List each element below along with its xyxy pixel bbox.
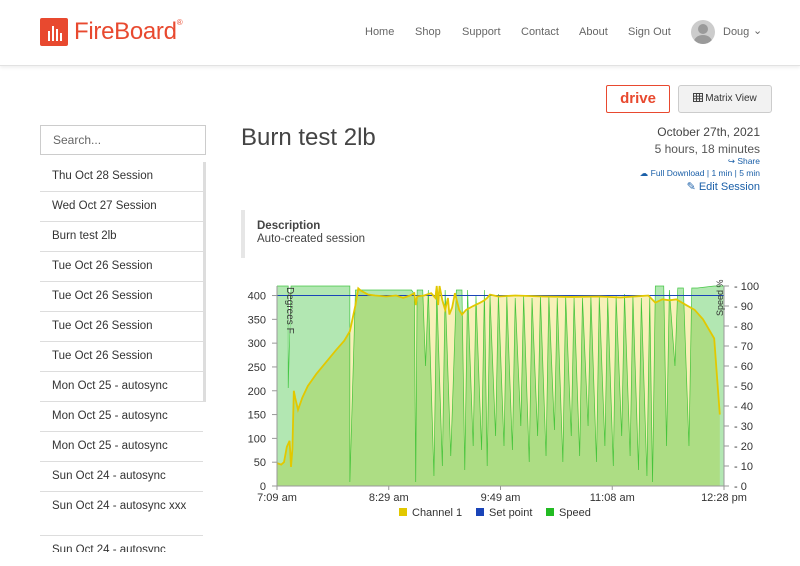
session-list-scrollbar[interactable] xyxy=(203,162,206,402)
session-list-item[interactable]: Mon Oct 25 - autosync xyxy=(40,432,203,462)
grid-icon xyxy=(693,93,704,102)
nav-home[interactable]: Home xyxy=(365,26,395,38)
session-list-item[interactable]: Wed Oct 27 Session xyxy=(40,192,203,222)
full-download-link[interactable]: Full Download xyxy=(650,168,705,178)
session-duration: 5 hours, 18 minutes xyxy=(654,142,760,156)
drive-button[interactable]: drive xyxy=(606,85,670,113)
y2-tick-label: - 40 xyxy=(734,401,753,413)
share-label: Share xyxy=(737,156,760,166)
y-tick-label: 150 xyxy=(248,410,266,422)
matrix-view-button[interactable]: Matrix View xyxy=(678,85,772,113)
y-tick-label: 100 xyxy=(248,433,266,445)
description-text: Auto-created session xyxy=(257,233,366,245)
download-5min-link[interactable]: 5 min xyxy=(739,168,760,178)
edit-session-label: Edit Session xyxy=(698,181,760,193)
nav-contact[interactable]: Contact xyxy=(521,26,559,38)
session-list-item[interactable]: Burn test 2lb xyxy=(40,222,203,252)
y2-tick-label: - 50 xyxy=(734,381,753,393)
user-menu[interactable]: Doug xyxy=(723,26,750,38)
legend-swatch xyxy=(546,508,554,516)
y2-tick-label: - 70 xyxy=(734,341,753,353)
legend-label: Speed xyxy=(559,507,591,519)
page-title: Burn test 2lb xyxy=(241,124,376,151)
session-list-item[interactable]: Sun Oct 24 - autosync xyxy=(40,536,203,552)
fireboard-logo[interactable]: FireBoard® xyxy=(40,18,183,46)
y-tick-label: 400 xyxy=(248,291,266,303)
x-tick-label: 8:29 am xyxy=(369,492,409,504)
y2-tick-label: - 20 xyxy=(734,441,753,453)
y2-tick-label: - 10 xyxy=(734,461,753,473)
share-link[interactable]: ↪ Share xyxy=(728,156,760,167)
speed-line xyxy=(277,285,724,483)
description-box: Description Auto-created session xyxy=(241,210,441,258)
session-list-item[interactable]: Thu Oct 28 Session xyxy=(40,162,203,192)
session-list-item[interactable]: Tue Oct 26 Session xyxy=(40,312,203,342)
nav-sign-out[interactable]: Sign Out xyxy=(628,26,671,38)
description-heading: Description xyxy=(257,220,321,232)
x-tick-label: 12:28 pm xyxy=(701,492,747,504)
session-list-item[interactable]: Mon Oct 25 - autosync xyxy=(40,402,203,432)
nav-shop[interactable]: Shop xyxy=(415,26,441,38)
session-list-item[interactable]: Mon Oct 25 - autosync xyxy=(40,372,203,402)
y-tick-label: 0 xyxy=(260,481,266,493)
y2-tick-label: - 100 xyxy=(734,281,759,293)
session-date: October 27th, 2021 xyxy=(657,125,760,139)
legend-swatch xyxy=(476,508,484,516)
y-tick-label: 200 xyxy=(248,386,266,398)
legend-label: Channel 1 xyxy=(412,507,462,519)
channel-1-line xyxy=(276,285,721,468)
nav-about[interactable]: About xyxy=(579,26,608,38)
y-tick-label: 50 xyxy=(254,457,266,469)
session-list-item[interactable]: Tue Oct 26 Session xyxy=(40,252,203,282)
y-tick-label: 350 xyxy=(248,314,266,326)
edit-session-link[interactable]: ✎ Edit Session xyxy=(687,180,760,193)
brand-name: FireBoard® xyxy=(74,18,183,45)
session-list-item[interactable]: Tue Oct 26 Session xyxy=(40,342,203,372)
y2-tick-label: - 90 xyxy=(734,301,753,313)
session-list-item[interactable]: Sun Oct 24 - autosync xxx xyxy=(40,492,203,536)
session-search-input[interactable] xyxy=(40,125,206,155)
y2-axis-label: Speed % xyxy=(715,279,725,316)
y-tick-label: 250 xyxy=(248,362,266,374)
channel-1-area xyxy=(277,286,720,486)
pencil-icon: ✎ xyxy=(686,181,696,193)
y2-tick-label: - 60 xyxy=(734,361,753,373)
share-icon: ↪ xyxy=(727,156,735,166)
cloud-download-icon: ☁ xyxy=(639,168,649,178)
chevron-down-icon[interactable]: ⌄ xyxy=(753,25,763,37)
x-tick-label: 9:49 am xyxy=(481,492,521,504)
legend-swatch xyxy=(399,508,407,516)
session-list-item[interactable]: Tue Oct 26 Session xyxy=(40,282,203,312)
download-links: ☁ Full Download | 1 min | 5 min xyxy=(639,168,760,178)
session-list: Thu Oct 28 Session Wed Oct 27 Session Burn… xyxy=(40,162,203,552)
y2-tick-label: - 80 xyxy=(734,321,753,333)
x-tick-label: 11:08 am xyxy=(590,492,635,504)
user-avatar[interactable] xyxy=(691,20,715,44)
legend-label: Set point xyxy=(489,507,532,519)
nav-support[interactable]: Support xyxy=(462,26,501,38)
y2-tick-label: - 0 xyxy=(734,481,747,493)
speed-area xyxy=(277,286,724,486)
top-navbar: FireBoard® Home Shop Support Contact Abo… xyxy=(0,0,800,66)
session-list-item[interactable]: Sun Oct 24 - autosync xyxy=(40,462,203,492)
y2-tick-label: - 30 xyxy=(734,421,753,433)
y-axis-label: Degrees F xyxy=(284,287,295,334)
x-tick-label: 7:09 am xyxy=(257,492,297,504)
download-1min-link[interactable]: 1 min xyxy=(711,168,733,178)
flame-logo-icon xyxy=(40,18,68,46)
y-tick-label: 300 xyxy=(248,338,266,350)
matrix-view-label: Matrix View xyxy=(705,93,757,104)
